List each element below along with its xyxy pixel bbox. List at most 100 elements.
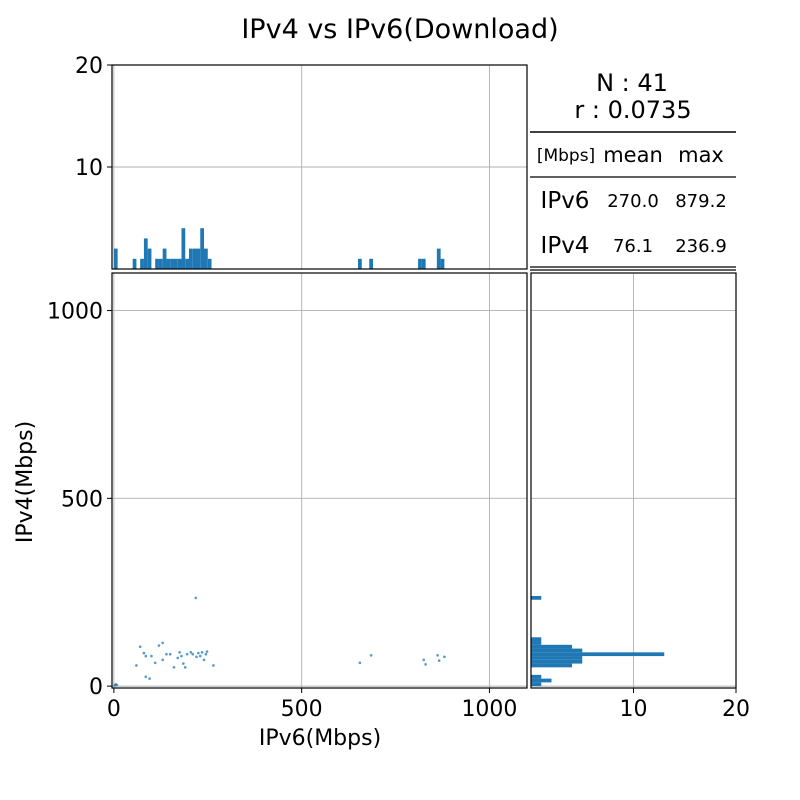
top-hist-bar [196,248,201,269]
scatter-point [153,661,157,665]
stats-row-max: 236.9 [675,236,727,257]
scatter-point [113,684,116,687]
scatter-point [212,664,215,667]
scatter-point [161,658,165,662]
scatter-point [150,654,153,658]
scatter-point [369,654,373,657]
scatter-point [202,658,206,662]
scatter-point [205,650,209,653]
scatter-point [422,658,426,662]
top-hist-bar [418,258,422,269]
top-hist-bar [132,258,137,269]
stats-row-label: IPv6 [541,188,590,214]
top-hist-bar [421,258,426,269]
right-hist-bar [531,648,583,653]
right-hist-bar [531,644,572,649]
top-hist-bar [436,248,441,269]
top-hist-bar [166,258,171,269]
top-hist-bar [188,248,193,269]
right-hist-bar [531,641,542,645]
right-x-tick-label: 20 [722,697,750,722]
right-hist-bar [531,682,542,687]
scatter-point [194,596,198,600]
stats-col-max: max [678,143,724,167]
stats-unit-label: [Mbps] [537,146,595,166]
scatter-point [443,655,446,659]
scatter-point [200,651,204,654]
right-hist-bar [531,637,542,642]
scatter-point [358,661,362,665]
scatter-panel: 0 500 1000 0 500 1000 IPv6(Mbps) IPv4(Mbps) [13,272,528,751]
x-axis-label: IPv6(Mbps) [259,726,381,751]
y-tick-label: 1000 [47,300,103,325]
top-hist-bar [207,258,212,269]
top-hist-bar [357,258,362,269]
scatter-point [191,652,195,656]
scatter-point [185,652,189,656]
top-hist-bar [192,248,197,269]
y-axis-label: IPv4(Mbps) [13,421,38,543]
top-hist-bar [177,258,182,269]
right-hist-bar [531,659,583,664]
scatter-frame [111,272,528,689]
stats-row-mean: 270.0 [607,191,659,212]
scatter-point [165,652,168,656]
top-histogram: 10 20 [75,54,528,270]
scatter-point [148,677,151,680]
scatter-point [204,652,208,656]
scatter-point [135,664,138,667]
x-tick-label: 1000 [461,697,517,722]
scatter-point [142,651,146,655]
top-hist-bar [162,248,167,269]
top-hist-bar [170,258,174,269]
right-hist-bar [531,595,542,600]
top-y-tick-label: 20 [75,54,103,79]
scatter-point [168,652,172,656]
top-y-tick-label: 10 [75,156,103,181]
stats-r: r : 0.0735 [574,96,691,124]
scatter-point [436,654,439,657]
right-hist-bar [531,656,583,660]
top-hist-bar [181,228,186,269]
stats-table: N : 41 r : 0.0735 [Mbps] mean max IPv6 2… [530,69,736,271]
stats-row-max: 879.2 [675,191,727,212]
right-hist-bar [531,652,665,657]
scatter-point [198,654,202,658]
scatter-point [157,644,161,647]
top-hist-bar [173,258,178,269]
stats-col-mean: mean [603,143,663,167]
chart-title: IPv4 vs IPv6(Download) [241,14,558,45]
top-hist-bar [440,258,445,269]
top-hist-bar [143,238,148,269]
scatter-point [138,645,142,648]
right-x-tick-label: 10 [620,697,648,722]
y-tick-label: 0 [89,675,103,700]
top-hist-bar [200,228,205,269]
top-hist-bar [185,258,189,269]
stats-row-mean: 76.1 [613,236,653,257]
x-tick-label: 500 [281,697,323,722]
scatter-point [144,654,148,658]
right-hist-bar [531,663,572,668]
scatter-point [424,663,427,666]
top-hist-bar [147,248,152,269]
scatter-point [183,666,187,669]
top-hist-bar [158,258,163,269]
scatter-point [437,659,441,662]
top-hist-bar [113,248,118,269]
stats-n: N : 41 [596,69,668,97]
top-hist-bar [140,258,144,269]
right-hist-bar [531,678,552,683]
right-hist-bar [531,674,542,679]
scatter-point [195,655,198,659]
top-hist-bar [155,258,159,269]
scatter-point [115,683,119,687]
scatter-point [161,641,165,645]
right-histogram: 10 20 [530,272,750,722]
scatter-point [197,651,200,655]
top-hist-bar [204,248,208,269]
scatter-point [172,666,176,669]
scatter-point [182,662,185,665]
y-tick-label: 500 [61,487,103,512]
